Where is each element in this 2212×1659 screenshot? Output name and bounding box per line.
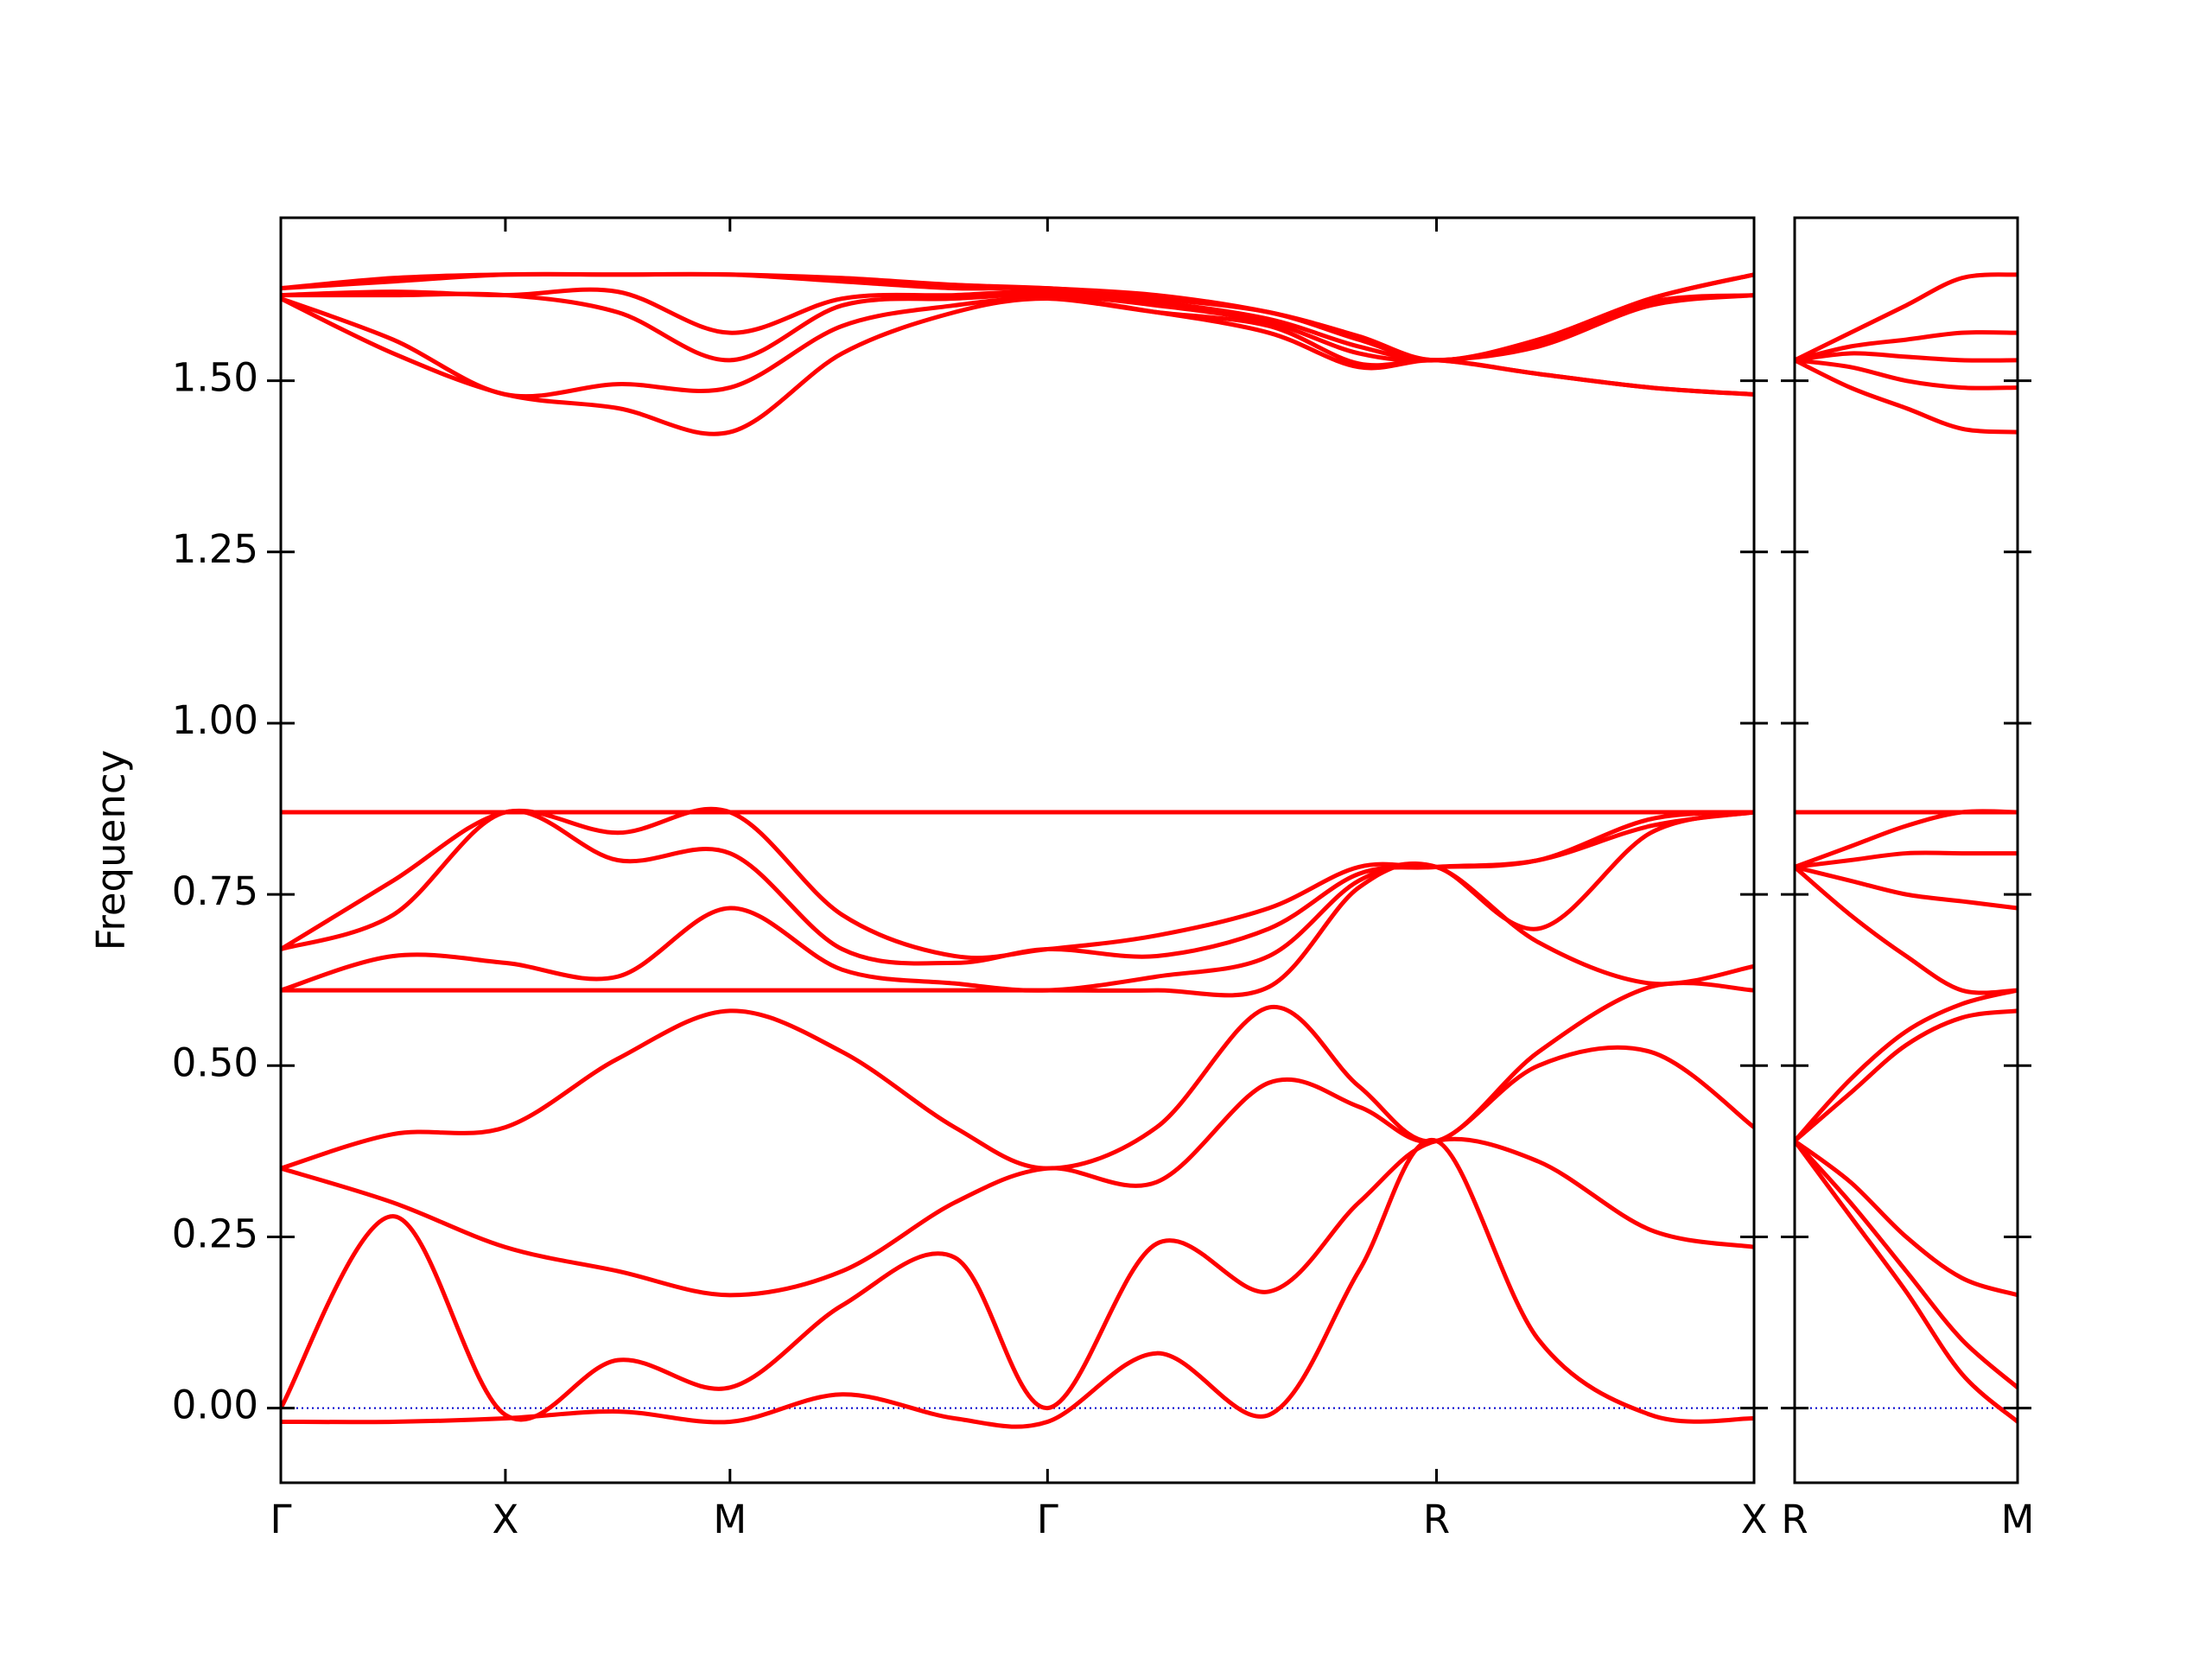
x-tick-label: Γ	[1037, 1497, 1058, 1542]
band-line	[1795, 358, 2018, 435]
plot-area	[281, 271, 1754, 1429]
band-line	[281, 1137, 1754, 1429]
band-line	[281, 810, 1754, 993]
y-tick-label: 0.75	[172, 868, 258, 914]
x-tick-label: M	[713, 1497, 747, 1542]
plot-frame	[279, 216, 1756, 1484]
y-tick-label: 1.00	[172, 697, 258, 743]
band-line	[1795, 809, 2018, 869]
y-tick-label: 0.50	[172, 1039, 258, 1085]
band-line	[281, 1045, 1754, 1298]
x-tick-label: X	[492, 1497, 518, 1542]
band-line	[281, 296, 1754, 399]
y-tick-label: 0.25	[172, 1211, 258, 1256]
band-line	[1795, 850, 2018, 869]
x-tick-label: Γ	[270, 1497, 291, 1542]
plot-area	[1795, 272, 2018, 1424]
band-line	[281, 806, 1754, 961]
x-tick-label: X	[1741, 1497, 1768, 1542]
x-tick-label: R	[1781, 1497, 1808, 1542]
band-line	[1795, 330, 2018, 363]
y-axis-label: Frequency	[88, 750, 134, 950]
x-tick-label: R	[1423, 1497, 1450, 1542]
band-line	[1795, 351, 2018, 363]
band-line	[1795, 1008, 2018, 1143]
plot-frame	[1793, 216, 2019, 1484]
y-tick-label: 1.50	[172, 355, 258, 401]
band-line	[281, 296, 1754, 436]
band-line	[1795, 1139, 2018, 1298]
band-line	[281, 271, 1754, 363]
band-line	[281, 291, 1754, 363]
band-line	[1795, 865, 2018, 995]
band-line	[1795, 1139, 2018, 1389]
band-line	[1795, 272, 2018, 363]
band-line	[1795, 358, 2018, 391]
band-line	[281, 981, 1754, 1171]
band-line	[1795, 988, 2018, 1143]
band-line	[1795, 1139, 2018, 1424]
y-tick-label: 1.25	[172, 526, 258, 572]
band-line	[281, 1136, 1754, 1422]
x-tick-label: M	[2001, 1497, 2035, 1542]
y-tick-label: 0.00	[172, 1382, 258, 1428]
band-line	[1795, 864, 2018, 911]
